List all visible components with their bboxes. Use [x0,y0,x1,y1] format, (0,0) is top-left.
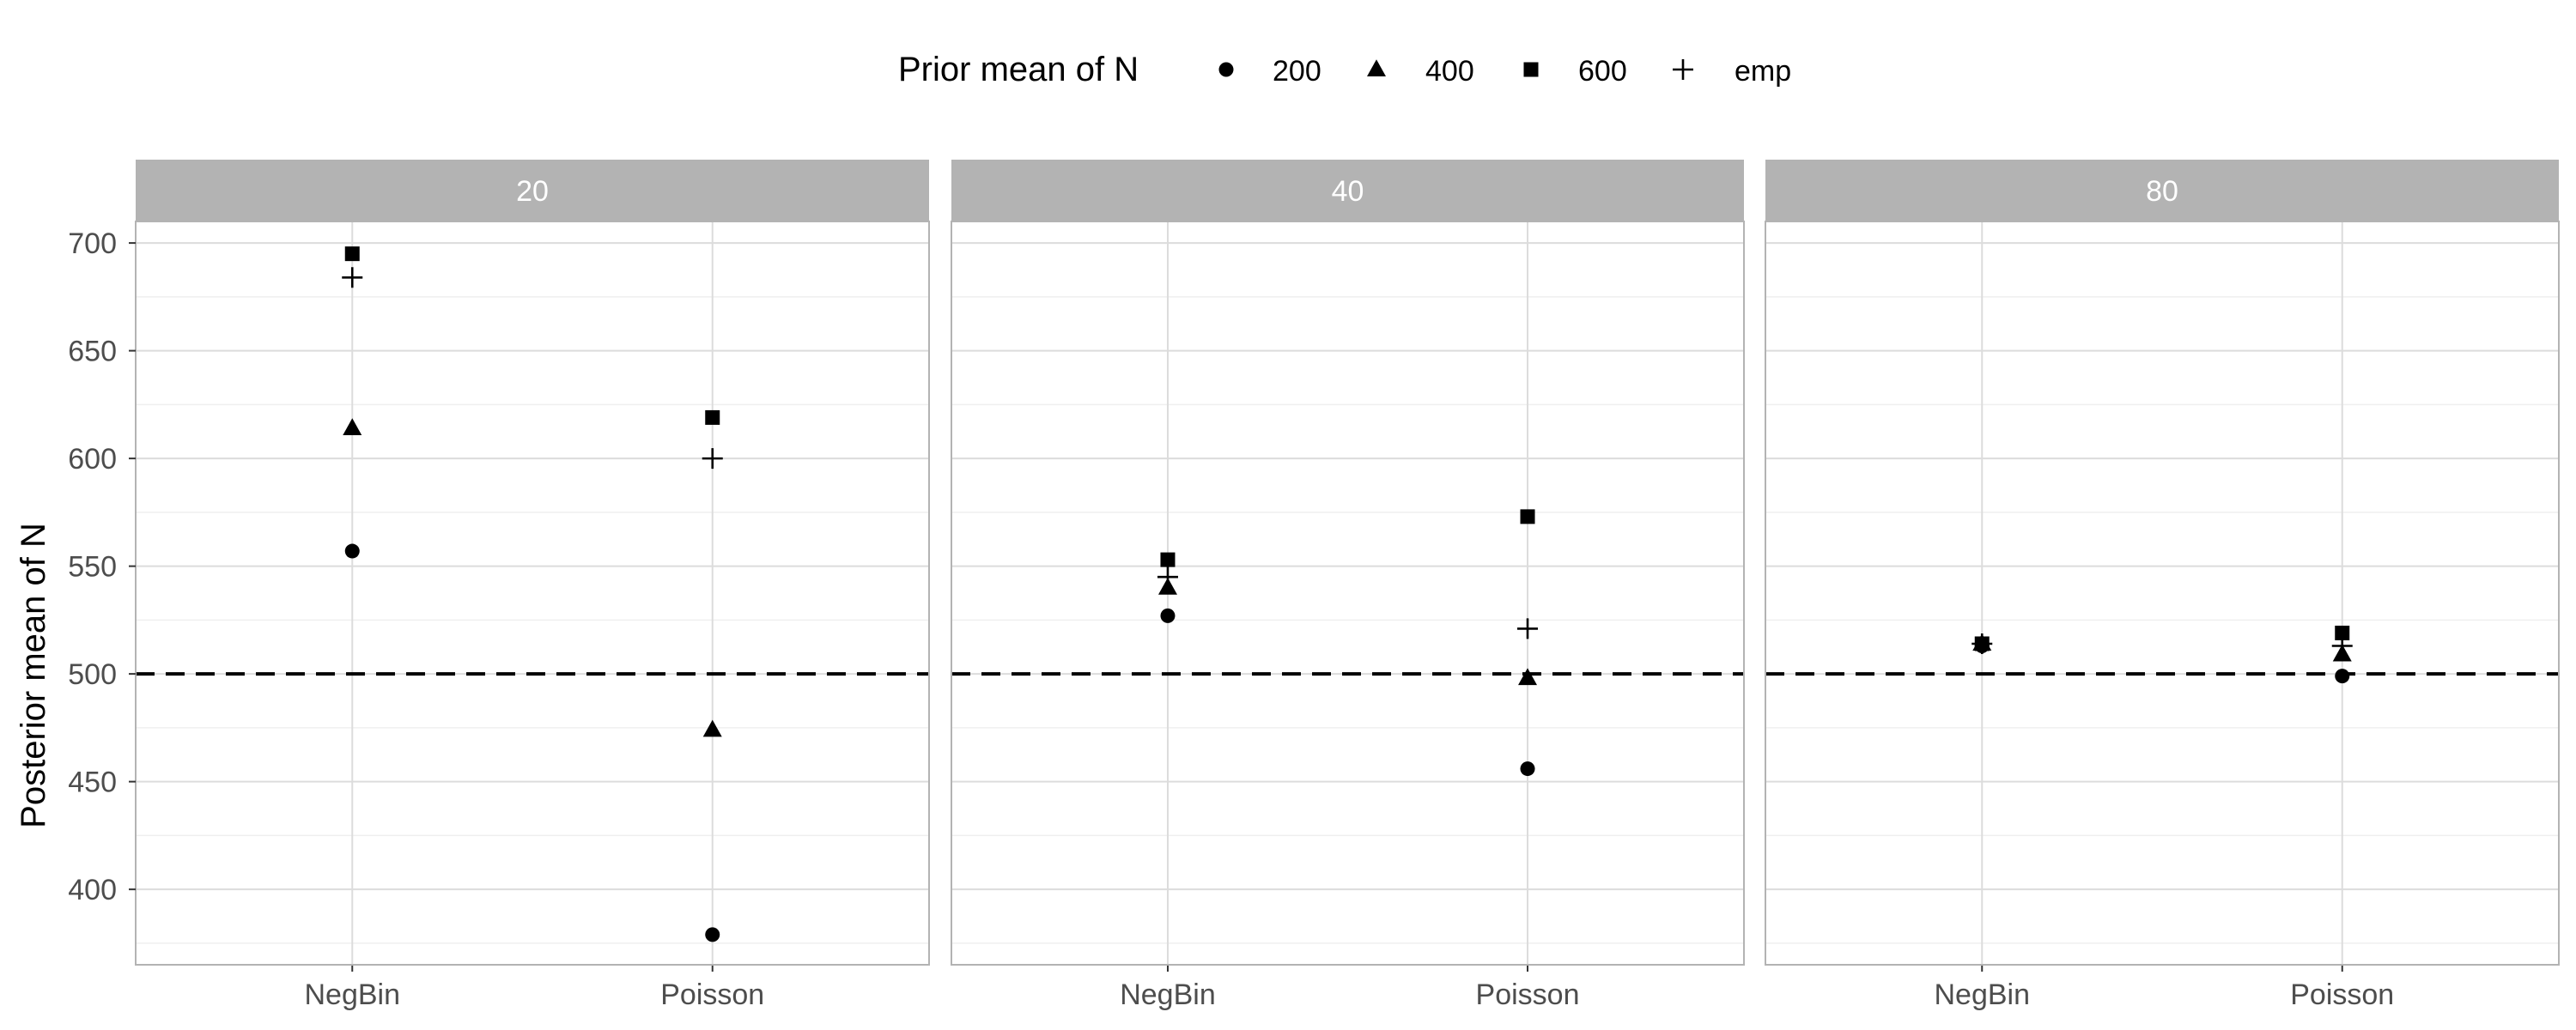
point-40-Poisson-400 [1518,668,1538,686]
strip-20 [136,160,929,221]
point-20-Poisson-200 [705,927,720,942]
point-40-NegBin-600 [1160,552,1176,567]
point-80-Poisson-200 [2335,669,2350,684]
point-20-Poisson-400 [702,719,722,737]
panel-border [951,221,1745,966]
y-tick-label: 450 [68,766,117,799]
strip-40 [951,160,1744,221]
legend-label-400: 400 [1425,55,1474,88]
x-tick-label-NegBin: NegBin [1120,978,1216,1011]
panel-40: 40 NegBin Poisson [951,160,1745,1011]
panel-border [135,221,930,966]
point-20-NegBin-600 [344,246,360,262]
panel-80: 80 NegBin Poisson [1765,160,2560,1011]
y-axis-label: Posterior mean of N [15,523,52,828]
strip-label-20: 20 [516,175,549,208]
panel-20: 20 NegBin Poisson 400 450 500 550 600 650 700 [68,160,930,1011]
x-tick-label-NegBin: NegBin [1934,978,2030,1011]
point-20-NegBin-400 [343,418,362,435]
x-tick-label-Poisson: Poisson [2290,978,2394,1011]
legend-label-emp: emp [1735,55,1791,88]
x-tick-label-Poisson: Poisson [1476,978,1580,1011]
point-80-Poisson-emp [2331,635,2353,657]
y-tick-label: 400 [68,874,117,906]
panel-border [1765,221,2560,966]
point-20-NegBin-emp [342,267,363,288]
strip-80 [1765,160,2559,221]
legend-key-400 [1367,59,1386,76]
legend-label-200: 200 [1273,55,1321,88]
point-20-Poisson-600 [705,409,720,425]
point-40-NegBin-200 [1160,608,1176,623]
point-40-Poisson-emp [1517,618,1539,639]
y-tick-label: 600 [68,443,117,476]
legend-key-600 [1523,62,1539,77]
point-20-Poisson-emp [702,448,723,470]
point-20-NegBin-200 [344,543,360,559]
strip-label-40: 40 [1332,175,1364,208]
y-tick-label: 700 [68,227,117,260]
strip-label-80: 80 [2146,175,2178,208]
point-40-Poisson-200 [1520,761,1535,777]
legend-key-emp [1673,59,1693,80]
point-40-NegBin-emp [1157,566,1178,588]
x-tick-label-NegBin: NegBin [304,978,400,1011]
point-80-NegBin-emp [1971,633,1993,654]
legend-title: Prior mean of N [898,51,1139,88]
y-tick-label: 650 [68,336,117,368]
y-tick-label: 550 [68,551,117,584]
point-40-Poisson-600 [1520,509,1535,524]
x-tick-label-Poisson: Poisson [660,978,764,1011]
legend-label-600: 600 [1578,55,1627,88]
point-80-Poisson-600 [2335,625,2350,640]
y-tick-label: 500 [68,658,117,691]
legend-key-200 [1218,62,1234,77]
legend: Prior mean of N 200 400 600 emp [898,51,1791,88]
